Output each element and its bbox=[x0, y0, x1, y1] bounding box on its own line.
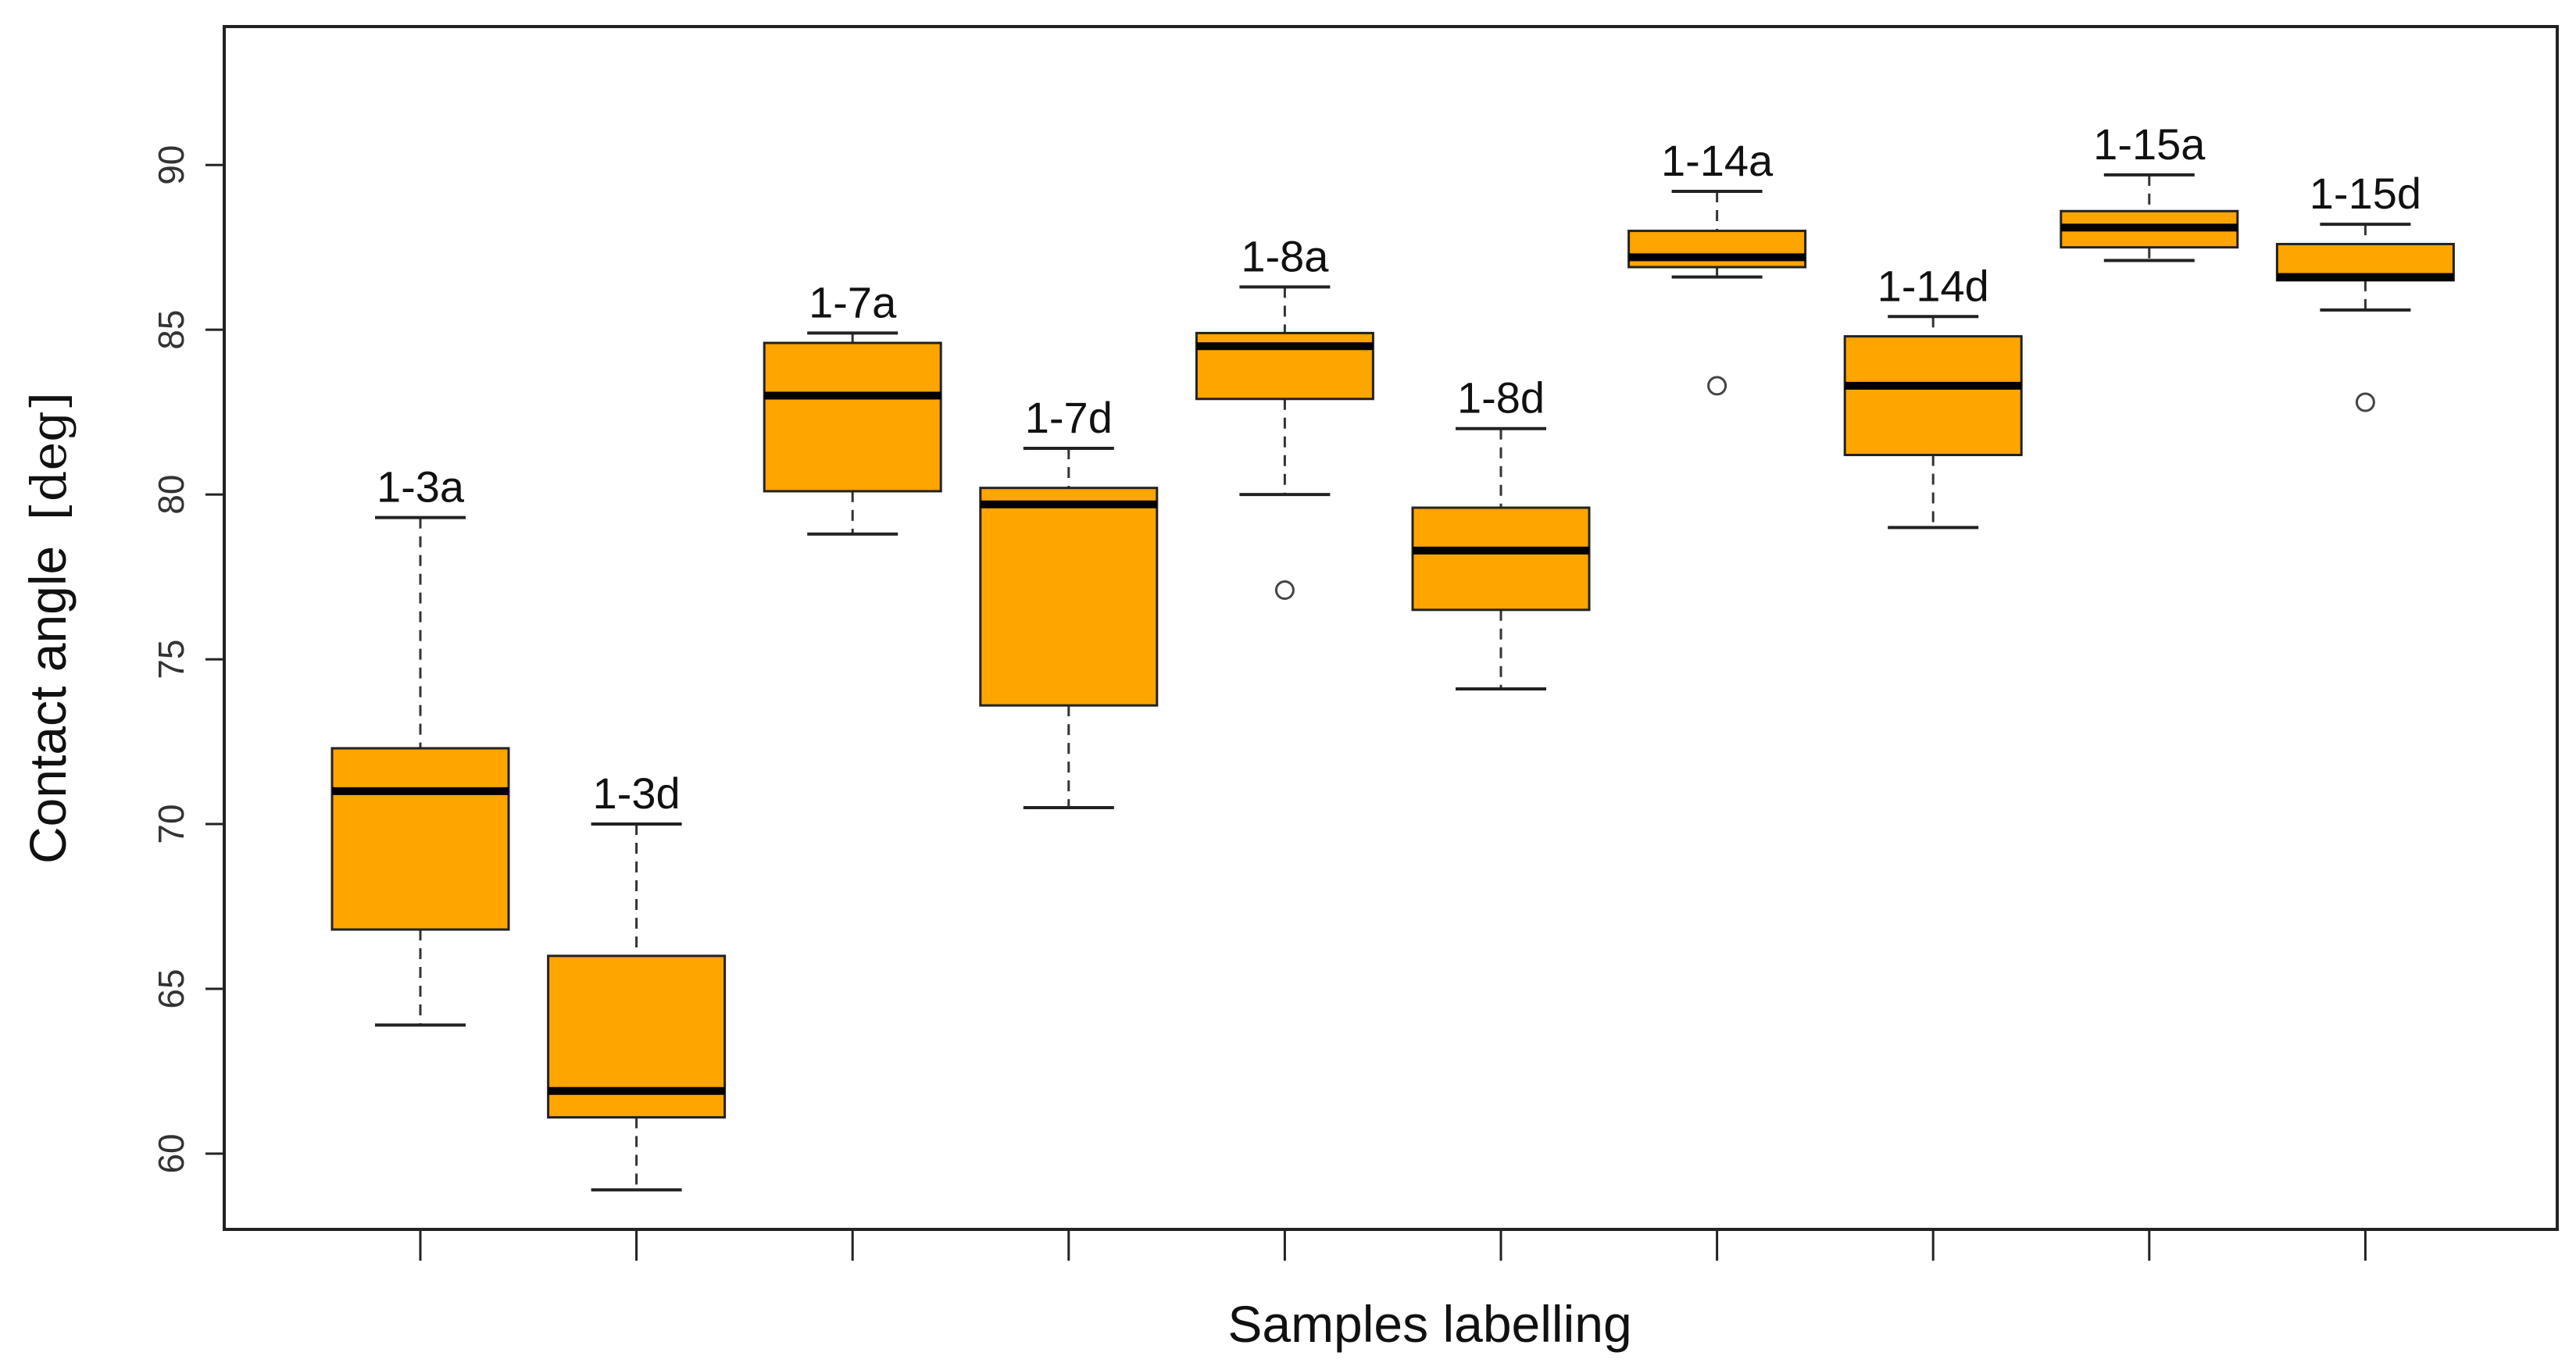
box-1-8d: 1-8d bbox=[1411, 373, 1591, 691]
box-label: 1-8a bbox=[1241, 231, 1329, 280]
box-1-3d: 1-3d bbox=[547, 769, 727, 1192]
y-tick-label: 85 bbox=[151, 310, 191, 350]
outlier-point bbox=[1274, 580, 1295, 600]
x-axis bbox=[419, 1229, 2367, 1261]
iqr-box bbox=[1627, 230, 1807, 269]
outlier-point bbox=[1707, 376, 1727, 396]
box-label: 1-15d bbox=[2310, 169, 2421, 218]
y-tick-label: 80 bbox=[151, 475, 191, 515]
box-label: 1-8d bbox=[1457, 373, 1545, 423]
y-tick-label: 60 bbox=[151, 1133, 191, 1173]
iqr-box bbox=[1411, 506, 1591, 612]
y-tick-label: 75 bbox=[151, 639, 191, 679]
iqr-box bbox=[330, 747, 510, 931]
box-label: 1-14a bbox=[1661, 136, 1774, 185]
box-1-15a: 1-15a bbox=[2060, 120, 2239, 262]
box-group: 1-3a 1-3d 1-7a 1-7d 1-8a 1-8d 1-14a 1-14d 1-15a 1… bbox=[330, 120, 2455, 1192]
outlier-point bbox=[2355, 392, 2375, 412]
box-1-15d: 1-15d bbox=[2275, 169, 2455, 412]
iqr-box bbox=[979, 487, 1159, 707]
box-label: 1-3a bbox=[377, 462, 465, 512]
y-tick-label: 70 bbox=[151, 804, 191, 844]
y-axis: 60 65 70 75 80 85 90 bbox=[151, 145, 224, 1174]
box-label: 1-14d bbox=[1878, 261, 1989, 310]
box-label: 1-7a bbox=[809, 277, 897, 326]
box-label: 1-3d bbox=[593, 769, 681, 818]
iqr-box bbox=[1843, 335, 2023, 456]
plot-frame bbox=[223, 25, 2559, 1231]
box-1-7a: 1-7a bbox=[763, 277, 942, 536]
box-label: 1-15a bbox=[2093, 120, 2206, 169]
x-axis-title: Samples labelling bbox=[1227, 1295, 1631, 1353]
y-axis-title-text: Contact angle bbox=[19, 546, 77, 864]
y-axis-title: Contact angle [deg] bbox=[19, 392, 77, 864]
box-1-3a: 1-3a bbox=[330, 462, 510, 1027]
y-axis-unit: [deg] bbox=[20, 392, 77, 520]
box-1-14d: 1-14d bbox=[1843, 261, 2023, 530]
y-tick-label: 90 bbox=[151, 145, 191, 185]
iqr-box bbox=[763, 341, 942, 493]
box-1-14a: 1-14a bbox=[1627, 136, 1807, 396]
y-tick-label: 65 bbox=[151, 969, 191, 1008]
box-1-8a: 1-8a bbox=[1195, 231, 1374, 600]
box-label: 1-7d bbox=[1025, 393, 1113, 442]
box-1-7d: 1-7d bbox=[979, 393, 1159, 809]
